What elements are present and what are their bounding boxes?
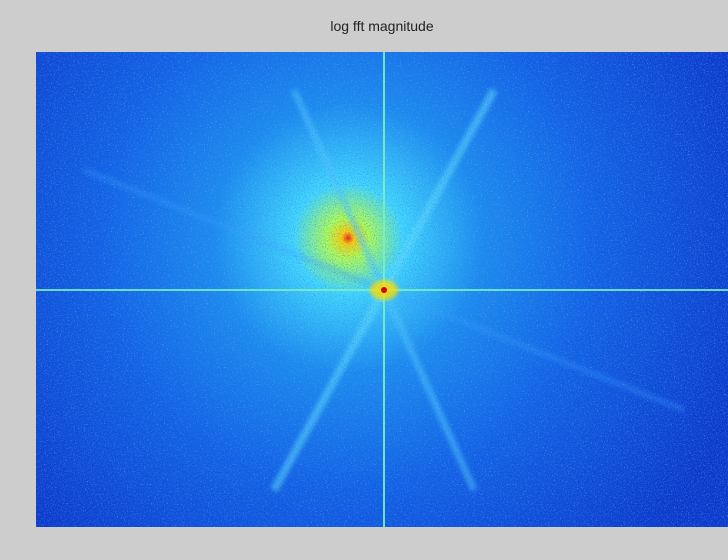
spectrum-image [36,52,728,527]
dc-peak [381,287,387,293]
title: log fft magnitude [330,18,433,34]
